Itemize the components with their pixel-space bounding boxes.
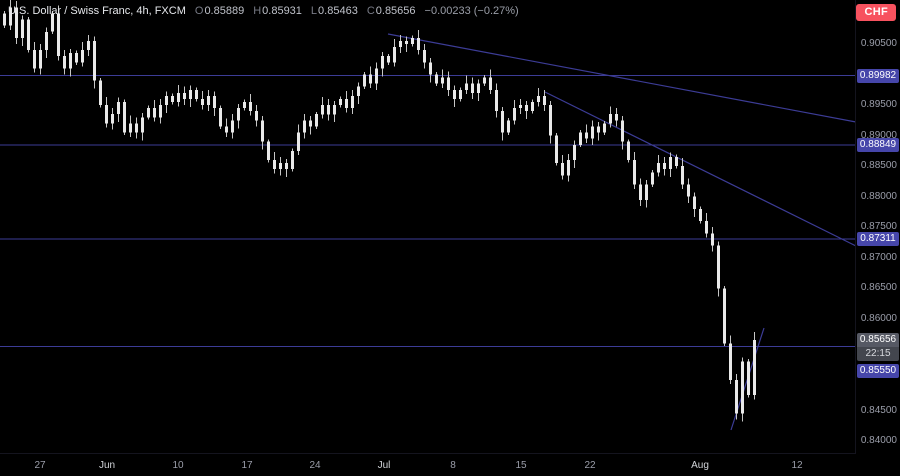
symbol-title[interactable]: U.S. Dollar / Swiss Franc, 4h, FXCM <box>8 5 186 17</box>
price-tick-label: 0.89500 <box>860 99 897 110</box>
time-tick-label: 24 <box>309 460 321 471</box>
price-change: −0.00233 (−0.27%) <box>424 5 519 17</box>
bar-countdown: 22:15 <box>857 347 899 361</box>
symbol-legend: U.S. Dollar / Swiss Franc, 4h, FXCM O0.8… <box>8 5 519 17</box>
level-price-label: 0.85550 <box>857 364 899 378</box>
time-tick-label: 12 <box>791 460 803 471</box>
level-price-label: 0.88849 <box>857 138 899 152</box>
price-tick-label: 0.87000 <box>860 252 897 263</box>
ohlc-close: C0.85656 <box>366 5 416 17</box>
price-tick-label: 0.88000 <box>860 191 897 202</box>
currency-badge[interactable]: CHF <box>856 4 896 21</box>
level-price-label: 0.89982 <box>857 69 899 83</box>
horizontal-level-lines[interactable] <box>0 75 856 347</box>
price-tick-label: 0.84500 <box>860 405 897 416</box>
price-axis[interactable]: 0.90500 0.89500 0.89000 0.88500 0.88000 0.875… <box>855 0 900 453</box>
time-tick-label: 27 <box>34 460 46 471</box>
ohlc-high: H0.85931 <box>253 5 302 17</box>
ohlc-low: L0.85463 <box>310 5 358 17</box>
candlestick-chart[interactable] <box>0 0 856 453</box>
time-tick-label: 17 <box>241 460 253 471</box>
time-tick-label: 10 <box>172 460 184 471</box>
level-price-label: 0.87311 <box>857 232 899 246</box>
price-tick-label: 0.88500 <box>860 160 897 171</box>
time-tick-label: 15 <box>515 460 527 471</box>
price-tick-label: 0.89000 <box>860 130 897 141</box>
trendlines[interactable] <box>387 33 856 431</box>
price-tick-label: 0.87500 <box>860 221 897 232</box>
price-tick-label: 0.86500 <box>860 282 897 293</box>
time-tick-label: 8 <box>450 460 456 471</box>
time-tick-label: 22 <box>584 460 596 471</box>
current-price-label: 0.85656 22:15 <box>857 333 899 361</box>
candles <box>3 0 756 422</box>
price-tick-label: 0.84000 <box>860 435 897 446</box>
time-tick-label: Aug <box>691 460 709 471</box>
time-tick-label: Jun <box>98 460 116 471</box>
price-tick-label: 0.90500 <box>860 38 897 49</box>
time-axis[interactable]: 27 Jun 10 17 24 Jul 8 15 22 Aug 12 <box>0 453 856 476</box>
ohlc-open: O0.85889 <box>194 5 245 17</box>
current-price-value: 0.85656 <box>857 333 899 347</box>
price-tick-label: 0.86000 <box>860 313 897 324</box>
time-tick-label: Jul <box>377 460 391 471</box>
